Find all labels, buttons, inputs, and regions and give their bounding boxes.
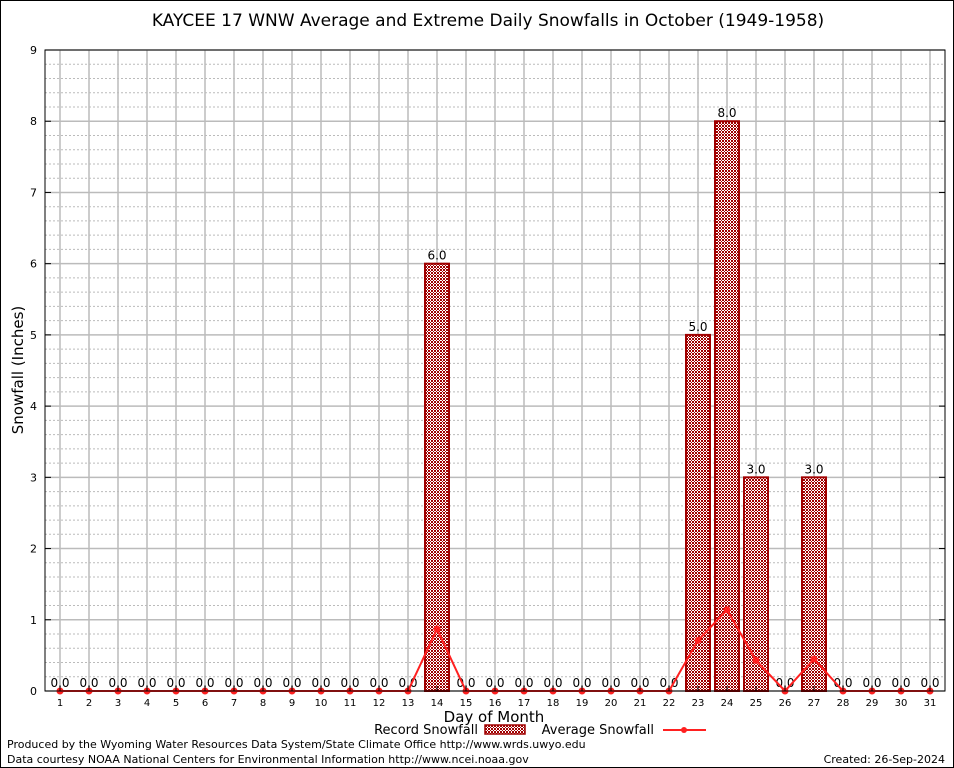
x-tick-label: 6 [202,698,208,709]
average-point-day-23 [694,636,702,644]
y-axis-label: Snowfall (Inches) [9,306,27,434]
bar-value-label: 0.0 [543,676,562,690]
bar-value-label: 0.0 [340,676,359,690]
x-tick-label: 10 [315,698,328,709]
bar-value-label: 0.0 [311,676,330,690]
x-tick-label: 19 [576,698,589,709]
x-tick-label: 13 [402,698,415,709]
x-tick-label: 9 [289,698,295,709]
y-tick-label: 7 [30,186,37,199]
x-tick-label: 30 [895,698,908,709]
y-tick-label: 0 [30,685,37,698]
average-point-day-24 [723,606,731,614]
y-tick-label: 9 [30,44,37,57]
bar-value-label: 0.0 [630,676,649,690]
legend: Record Snowfall Average Snowfall [374,723,706,738]
x-tick-label: 26 [779,698,792,709]
bar-value-label: 0.0 [862,676,881,690]
x-tick-label: 14 [431,698,444,709]
bar-value-label: 0.0 [195,676,214,690]
footer-produced-by: Produced by the Wyoming Water Resources … [7,738,586,751]
bar-value-label: 5.0 [688,320,707,334]
y-tick-label: 3 [30,471,37,484]
y-tick-label: 1 [30,614,37,627]
bar-value-label: 0.0 [485,676,504,690]
x-tick-label: 4 [144,698,150,709]
bar-value-label: 0.0 [166,676,185,690]
footer-courtesy: Data courtesy NOAA National Centers for … [7,753,529,766]
legend-average-marker [681,727,687,733]
x-tick-label: 7 [231,698,237,709]
bar-value-label: 3.0 [804,462,823,476]
bar-day-24 [714,120,740,692]
x-tick-label: 16 [489,698,502,709]
bar-value-label: 0.0 [514,676,533,690]
x-tick-label: 17 [518,698,531,709]
bar-value-label: 0.0 [282,676,301,690]
y-tick-label: 6 [30,258,37,271]
x-tick-label: 18 [547,698,560,709]
x-tick-label: 12 [373,698,386,709]
x-tick-label: 28 [837,698,850,709]
y-tick-label: 5 [30,329,37,342]
bar-day-27 [801,476,827,693]
x-tick-label: 15 [460,698,473,709]
x-tick-label: 25 [750,698,763,709]
legend-record-swatch [484,724,526,735]
average-point-day-14 [433,625,441,633]
bar-value-label: 0.0 [601,676,620,690]
x-tick-label: 3 [115,698,121,709]
chart-title: KAYCEE 17 WNW Average and Extreme Daily … [152,11,824,31]
bar-value-label: 0.0 [920,676,939,690]
x-tick-label: 31 [924,698,937,709]
bar-value-label: 0.0 [659,676,678,690]
bar-value-label: 0.0 [369,676,388,690]
x-tick-label: 24 [721,698,734,709]
bar-value-label: 0.0 [50,676,69,690]
x-tick-label: 8 [260,698,266,709]
x-tick-label: 23 [692,698,705,709]
y-tick-label: 2 [30,543,37,556]
bar-value-label: 8.0 [717,106,736,120]
bar-value-label: 0.0 [137,676,156,690]
legend-average-label: Average Snowfall [542,723,654,738]
x-tick-label: 21 [634,698,647,709]
average-point-day-25 [752,656,760,664]
y-tick-label: 8 [30,115,37,128]
bar-value-label: 0.0 [224,676,243,690]
legend-record-label: Record Snowfall [374,723,478,738]
x-axis-label: Day of Month [444,708,545,726]
footer-created: Created: 26-Sep-2024 [824,753,945,766]
x-tick-label: 11 [344,698,357,709]
x-tick-label: 22 [663,698,676,709]
bar-value-label: 0.0 [891,676,910,690]
bar-value-label: 6.0 [427,249,446,263]
bar-value-label: 0.0 [572,676,591,690]
bar-day-25 [743,476,769,693]
x-tick-label: 2 [86,698,92,709]
x-tick-label: 27 [808,698,821,709]
x-tick-label: 1 [57,698,63,709]
x-tick-label: 5 [173,698,179,709]
bar-value-label: 0.0 [79,676,98,690]
bar-value-label: 0.0 [253,676,272,690]
x-tick-label: 20 [605,698,618,709]
bar-value-label: 3.0 [746,462,765,476]
bar-value-label: 0.0 [108,676,127,690]
x-tick-label: 29 [866,698,879,709]
average-point-day-27 [810,655,818,663]
y-tick-label: 4 [30,400,37,413]
